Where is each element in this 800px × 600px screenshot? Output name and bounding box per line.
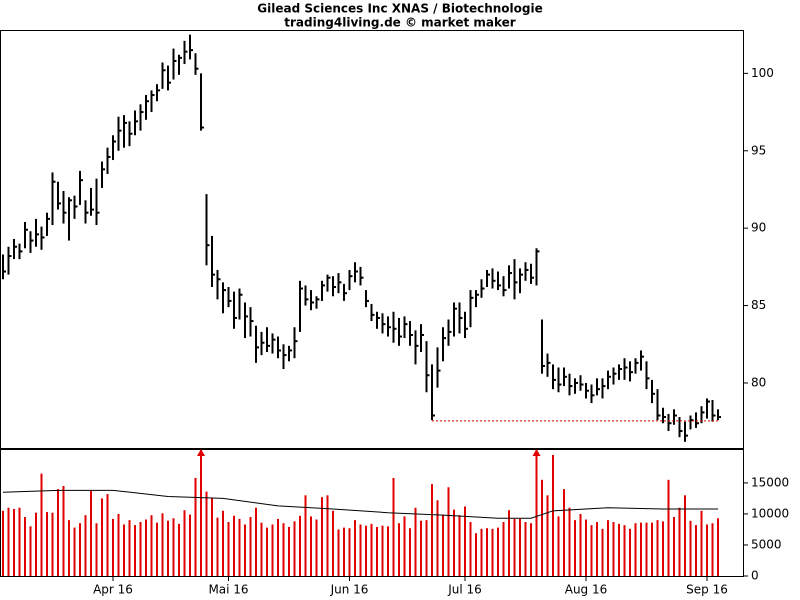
x-tick-label: Jun 16: [330, 583, 369, 597]
x-tick-label: Aug 16: [565, 583, 608, 597]
volume-average: [2, 489, 718, 519]
y-tick-label: 15000: [751, 475, 789, 489]
y-tick-label: 95: [751, 143, 766, 157]
y-tick-label: 10000: [751, 506, 789, 520]
y-tick-label: 100: [751, 66, 774, 80]
x-tick-label: Mai 16: [208, 583, 248, 597]
overflow-arrow: [532, 449, 541, 456]
x-tick-label: Sep 16: [686, 583, 728, 597]
y-tick-label: 85: [751, 298, 766, 312]
y-tick-label: 80: [751, 375, 766, 389]
y-tick-label: 90: [751, 221, 766, 235]
chart-subtitle: trading4living.de © market maker: [284, 16, 516, 30]
x-tick-label: Apr 16: [93, 583, 133, 597]
y-tick-label: 5000: [751, 537, 782, 551]
x-tick-label: Jul 16: [447, 583, 482, 597]
chart-title: Gilead Sciences Inc XNAS / Biotechnologi…: [257, 2, 543, 16]
overflow-arrow: [197, 449, 205, 456]
price-panel: [0, 30, 744, 449]
y-tick-label: 0: [751, 569, 759, 583]
